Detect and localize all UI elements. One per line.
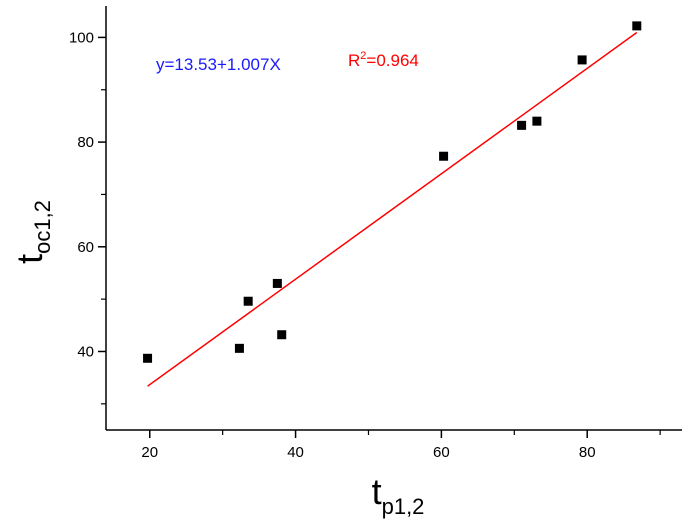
axis-tick-labels: 20 40 60 80 40 60 80 100 xyxy=(69,29,596,461)
x-axis-title: tp1,2 xyxy=(372,471,425,519)
y-axis-title: toc1,2 xyxy=(9,200,55,264)
data-point-marker xyxy=(272,278,282,288)
x-tick-label: 80 xyxy=(579,444,596,461)
y-tick-label: 80 xyxy=(77,134,94,151)
axis-ticks xyxy=(98,36,661,438)
r-squared-superscript: 2 xyxy=(360,50,366,62)
data-point-marker xyxy=(234,343,244,353)
regression-fit-line xyxy=(147,31,638,387)
r-squared-value: =0.964 xyxy=(366,51,418,70)
data-point-marker xyxy=(277,330,287,340)
y-tick-label: 100 xyxy=(69,29,94,46)
x-axis-title-subscript: p1,2 xyxy=(382,494,425,519)
data-point-marker xyxy=(577,55,587,65)
data-points xyxy=(143,21,642,363)
regression-equation-annotation: y=13.53+1.007X xyxy=(156,55,281,74)
y-tick-label: 60 xyxy=(77,239,94,256)
data-point-marker xyxy=(243,296,253,306)
x-tick-label: 20 xyxy=(141,444,158,461)
y-tick-label: 40 xyxy=(77,343,94,360)
x-tick-label: 40 xyxy=(287,444,304,461)
y-axis-title-subscript: oc1,2 xyxy=(30,200,55,254)
y-axis-title-main: t xyxy=(9,254,50,264)
r-squared-prefix: R xyxy=(348,51,360,70)
data-point-marker xyxy=(143,353,153,363)
data-point-marker xyxy=(632,21,642,31)
x-tick-label: 60 xyxy=(433,444,450,461)
data-point-marker xyxy=(517,120,527,130)
r-squared-annotation: R2=0.964 xyxy=(348,50,419,70)
data-point-marker xyxy=(532,116,542,126)
data-point-marker xyxy=(439,151,449,161)
x-axis-title-main: t xyxy=(372,471,382,512)
